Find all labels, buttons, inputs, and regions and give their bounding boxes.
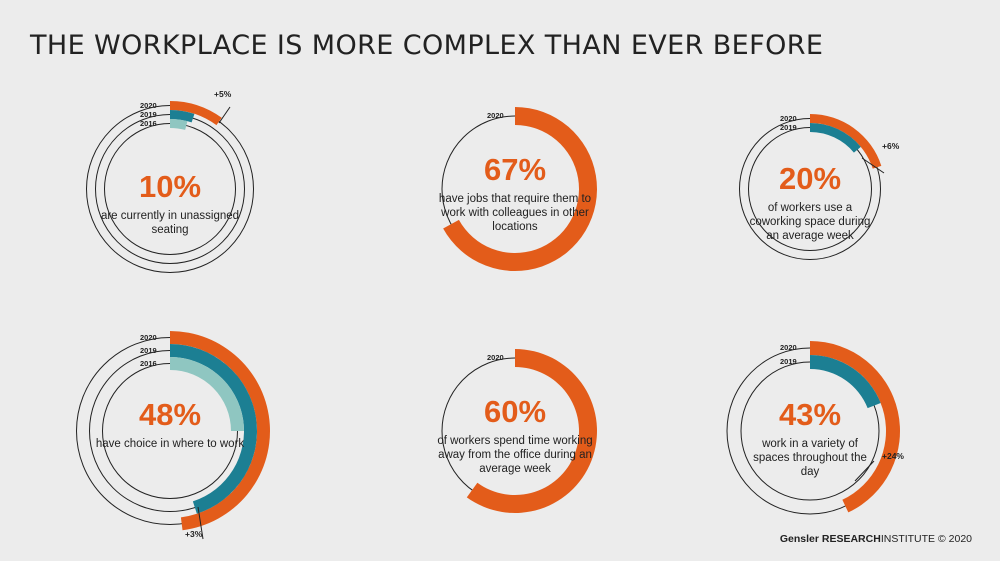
arc-2020 [810, 341, 900, 513]
center-text: 67% have jobs that require them to work w… [430, 154, 600, 234]
arc-2019 [170, 110, 195, 123]
headline-percent: 48% [138, 397, 202, 432]
page-title: THE WORKPLACE IS MORE COMPLEX THAN EVER … [30, 30, 824, 61]
donut-svg [441, 349, 597, 513]
year-label-2020: 2020 [487, 353, 504, 362]
donut-svg [86, 101, 254, 273]
donut-chart-variety: 2020 2019 +24% 43% work in a variety of spac… [700, 321, 920, 541]
description-text: have choice in where to work [95, 438, 245, 450]
arc-2020 [810, 114, 882, 169]
donut-svg [739, 114, 885, 260]
donut-svg [441, 107, 597, 271]
year-label-2019: 2019 [140, 345, 157, 355]
description-text: of workers spend time working away from … [437, 435, 593, 475]
center-text: 10% are currently in unassigned seating [95, 171, 245, 238]
year-label-2020: 2020 [140, 100, 157, 110]
donut-chart-choice: 2020 2019 2016 +3% 48% have choice in where t… [50, 311, 290, 551]
headline-percent: 60% [483, 394, 547, 429]
year-label-2019: 2019 [140, 109, 157, 119]
donut-svg [726, 341, 900, 515]
arc-2020 [170, 101, 222, 126]
arc-2019 [170, 344, 257, 514]
change-label: +24% [882, 451, 904, 461]
change-tick [861, 157, 885, 174]
headline-percent: 43% [778, 397, 842, 432]
arc-2016 [170, 357, 244, 431]
center-text: 43% work in a variety of spaces throughou… [745, 399, 875, 479]
footer-brand: Gensler [779, 533, 819, 545]
headline-percent: 20% [778, 161, 842, 196]
year-label-2020: 2020 [140, 332, 157, 342]
headline-percent: 10% [138, 169, 202, 204]
year-label-2019: 2019 [780, 357, 797, 366]
arc-2020 [466, 349, 597, 513]
arc-2019 [810, 123, 861, 153]
year-label-2020: 2020 [487, 111, 504, 120]
donut-chart-colleagues: 2020 67% have jobs that require them to wo… [413, 87, 617, 291]
donut-svg [76, 331, 270, 540]
description-text: of workers use a coworking space during … [749, 202, 871, 242]
year-label-2016: 2016 [140, 358, 157, 368]
year-label-2016: 2016 [140, 118, 157, 128]
description-text: have jobs that require them to work with… [438, 193, 592, 233]
year-label-2020: 2020 [780, 113, 797, 123]
center-text: 48% have choice in where to work [95, 399, 245, 452]
center-text: 20% of workers use a coworking space duri… [745, 163, 875, 243]
change-tick [197, 506, 204, 540]
center-text: 60% of workers spend time working away fr… [430, 396, 600, 476]
description-text: are currently in unassigned seating [100, 210, 240, 236]
footer-copyright: © 2020 [937, 533, 972, 545]
arc-2019 [810, 355, 881, 409]
change-label: +5% [214, 89, 232, 99]
footer-institute: INSTITUTE [880, 533, 936, 545]
description-text: work in a variety of spaces throughout t… [753, 438, 867, 478]
donut-chart-away: 2020 60% of workers spend time working awa… [413, 329, 617, 533]
footer-credit: Gensler RESEARCHINSTITUTE © 2020 [780, 533, 972, 545]
change-label: +3% [185, 529, 203, 539]
headline-percent: 67% [483, 152, 547, 187]
change-tick [854, 460, 875, 482]
footer-research: RESEARCH [821, 533, 881, 545]
year-label-2019: 2019 [780, 122, 797, 132]
arc-2020 [170, 331, 270, 531]
arc-2016 [170, 119, 188, 130]
change-tick [218, 106, 231, 124]
year-label-2020: 2020 [780, 343, 797, 352]
change-label: +6% [882, 141, 900, 151]
donut-chart-coworking: 2020 2019 +6% 20% of workers use a coworking… [715, 94, 905, 284]
donut-chart-unassigned: 2020 2019 2016 +5% 10% are currently in unass… [62, 81, 278, 297]
